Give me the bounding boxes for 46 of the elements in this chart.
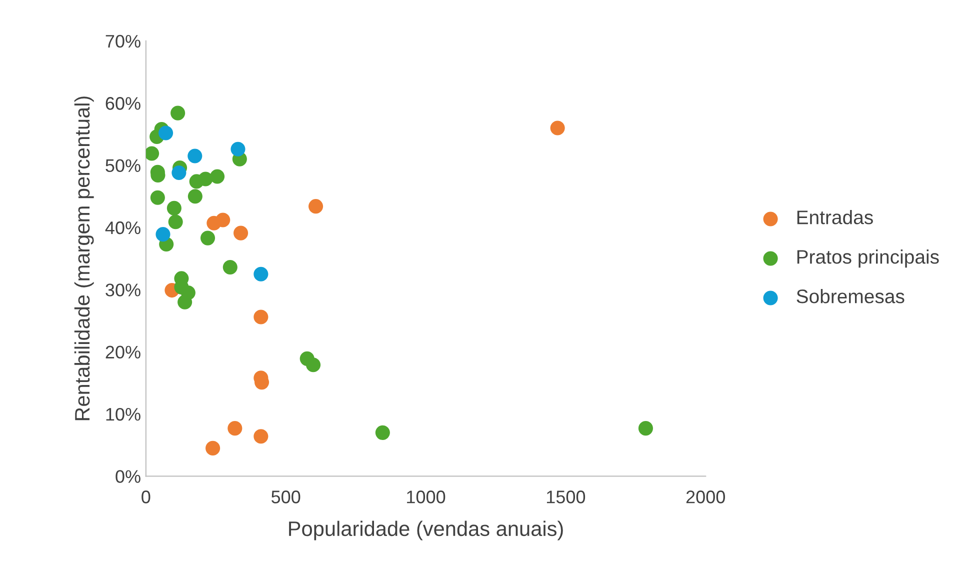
point bbox=[150, 190, 165, 205]
point bbox=[168, 214, 183, 230]
point bbox=[254, 266, 268, 282]
point bbox=[254, 429, 268, 444]
point bbox=[210, 169, 225, 184]
point bbox=[206, 440, 220, 456]
point bbox=[550, 120, 565, 136]
point bbox=[638, 421, 653, 436]
point bbox=[375, 425, 390, 440]
point bbox=[306, 358, 321, 372]
point bbox=[230, 142, 246, 156]
point bbox=[216, 212, 230, 228]
y-tick-label: 20% bbox=[106, 346, 140, 359]
y-tick-label: 30% bbox=[106, 284, 140, 296]
point bbox=[222, 260, 238, 275]
x-axis-title: Popularidade (vendas anuais) bbox=[289, 520, 563, 540]
point bbox=[254, 310, 268, 324]
y-tick-label: 50% bbox=[106, 159, 140, 172]
x-tick-label: 0 bbox=[142, 490, 150, 504]
point bbox=[198, 172, 213, 186]
x-tick-label: 1500 bbox=[546, 490, 586, 504]
legend-label: Pratos principais bbox=[797, 250, 939, 268]
legend-label: Entradas bbox=[797, 210, 873, 224]
point bbox=[156, 227, 170, 242]
x-tick-label: 2000 bbox=[686, 490, 725, 504]
point bbox=[146, 146, 160, 161]
point bbox=[178, 294, 192, 310]
legend-label: Sobremesas bbox=[796, 289, 904, 304]
point bbox=[188, 189, 202, 204]
y-tick-label: 40% bbox=[105, 221, 140, 234]
y-tick-label: 70% bbox=[106, 34, 140, 48]
point bbox=[172, 165, 186, 180]
point bbox=[228, 421, 242, 436]
point bbox=[188, 148, 202, 164]
x-tick-label: 1000 bbox=[407, 490, 446, 504]
point bbox=[200, 230, 216, 246]
point bbox=[308, 199, 324, 214]
point bbox=[170, 106, 186, 120]
y-tick-label: 0% bbox=[116, 470, 140, 483]
y-tick-label: 60% bbox=[106, 97, 140, 110]
point bbox=[158, 126, 174, 140]
y-axis-title: Rentabilidade (margem percentual) bbox=[74, 96, 94, 420]
point bbox=[234, 226, 248, 240]
y-tick-label: 10% bbox=[106, 408, 140, 421]
point bbox=[166, 200, 182, 216]
x-tick-label: 500 bbox=[272, 490, 300, 504]
